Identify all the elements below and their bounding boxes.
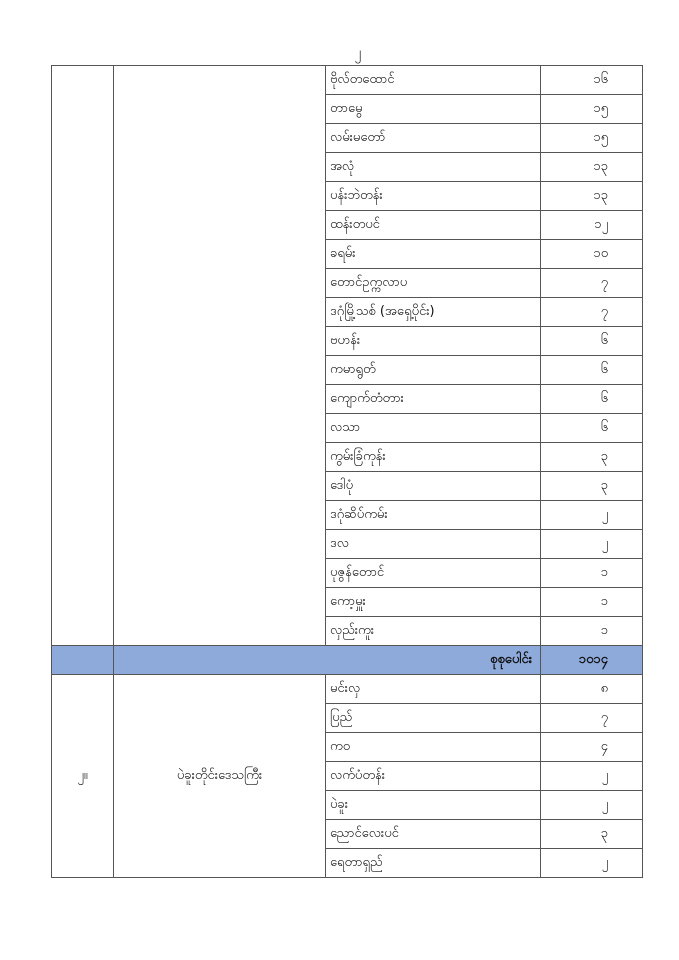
- table-row: ဒလ၂: [52, 529, 643, 559]
- township-name: ထန်းတပင်: [325, 210, 541, 240]
- township-name: ကျောက်တံတား: [325, 384, 541, 414]
- region-cell: [113, 65, 326, 646]
- township-name: လက်ပံတန်း: [325, 761, 541, 791]
- township-count: ၄: [540, 732, 643, 762]
- township-name: ညောင်လေးပင်: [325, 819, 541, 849]
- township-name: လမ်းမတော်: [325, 123, 541, 153]
- township-count: ၁၃: [540, 152, 643, 182]
- table-row: ထန်းတပင် ၁၂: [52, 210, 643, 240]
- township-name: ဒလ: [325, 529, 541, 559]
- total-blank-cell: [51, 645, 114, 675]
- township-name: ပုဇွန်တောင်: [325, 558, 541, 588]
- township-count: ၆: [540, 326, 643, 356]
- township-count: ၃: [540, 471, 643, 501]
- township-name: ဗဟန်း: [325, 326, 541, 356]
- township-count: ၁: [540, 587, 643, 617]
- township-count: ၂: [540, 790, 643, 820]
- township-name: ကဝ: [325, 732, 541, 762]
- township-name: တာမွေ: [325, 94, 541, 124]
- table-row: ကျောက်တံတား၆: [52, 384, 643, 414]
- township-name: ဗိုလ်တထောင်: [325, 65, 541, 95]
- total-label: စုစုပေါင်း: [113, 645, 541, 675]
- table-row: ရေတာရှည်၂: [52, 848, 643, 878]
- township-name: မင်းလှ: [325, 674, 541, 704]
- township-count: ၇: [540, 297, 643, 327]
- township-name: ဒေါပုံ: [325, 471, 541, 501]
- table-row: ဗိုလ်တထောင် ၁၆: [51, 65, 643, 646]
- total-value: ၁၀၁၄: [540, 645, 643, 675]
- township-count: ၆: [540, 413, 643, 443]
- table-row: လှည်းကူး၁: [52, 616, 643, 646]
- page-number: ၂: [354, 45, 362, 61]
- table-row: ပန်းဘဲတန်း ၁၃: [52, 181, 643, 211]
- township-count: ၁: [540, 616, 643, 646]
- township-count: ၁၆: [540, 65, 643, 95]
- township-name: ကမာရွတ်: [325, 355, 541, 385]
- township-count: ၆: [540, 355, 643, 385]
- table-row: လသာ၆: [52, 413, 643, 443]
- township-count: ၃: [540, 819, 643, 849]
- table-row: အလုံ ၁၃: [52, 152, 643, 182]
- section-number-cell: [51, 65, 114, 646]
- township-name: ပန်းဘဲတန်း: [325, 181, 541, 211]
- total-row: စုစုပေါင်း ၁၀၁၄: [51, 645, 643, 675]
- region-name: ပဲခူးတိုင်းဒေသကြီး: [113, 674, 326, 878]
- township-count: ၁: [540, 558, 643, 588]
- township-name: အလုံ: [325, 152, 541, 182]
- township-count: ၁၃: [540, 181, 643, 211]
- table-row: ဗဟန်း၆: [52, 326, 643, 356]
- table-row: ကမာရွတ်၆: [52, 355, 643, 385]
- township-count: ၂: [540, 761, 643, 791]
- township-count: ၇: [540, 703, 643, 733]
- table-row: ညောင်လေးပင်၃: [52, 819, 643, 849]
- table-row: လက်ပံတန်း၂: [52, 761, 643, 791]
- township-count: ၁၀: [540, 239, 643, 269]
- township-count: ၂: [540, 529, 643, 559]
- table-row: တောင်ဥက္ကလာပ၇: [52, 268, 643, 298]
- township-count: ၁၂: [540, 210, 643, 240]
- table-row: ဒေါပုံ၃: [52, 471, 643, 501]
- township-count: ၁၅: [540, 123, 643, 153]
- table-row: တာမွေ ၁၅: [52, 94, 643, 124]
- township-name: တောင်ဥက္ကလာပ: [325, 268, 541, 298]
- township-name: ပြည်: [325, 703, 541, 733]
- table-row: ၂။ ပဲခူးတိုင်းဒေသကြီး မင်းလှ၈: [51, 674, 643, 878]
- township-name: ရေတာရှည်: [325, 848, 541, 878]
- township-name: ကွမ်းခြံကုန်း: [325, 442, 541, 472]
- township-count: ၇: [540, 268, 643, 298]
- township-count: ၂: [540, 848, 643, 878]
- table-row: ခရမ်း ၁၀: [52, 239, 643, 269]
- section-number: ၂။: [51, 674, 114, 878]
- township-table: ဗိုလ်တထောင် ၁၆ တာမွေ ၁၅ လမ်းမတော် ၁၅ အလုံ ၁၃ ပန်…: [51, 65, 643, 878]
- township-name: ဒဂုံဆိပ်ကမ်း: [325, 500, 541, 530]
- township-count: ၂: [540, 500, 643, 530]
- township-count: ၈: [540, 674, 643, 704]
- table-row: ပြည်၇: [52, 703, 643, 733]
- township-name: ဒဂုံမြို့သစ် (အရှေ့ပိုင်း): [325, 297, 541, 327]
- township-name: လှည်းကူး: [325, 616, 541, 646]
- township-name: လသာ: [325, 413, 541, 443]
- township-count: ၁၅: [540, 94, 643, 124]
- table-row: ပဲခူး၂: [52, 790, 643, 820]
- township-count: ၆: [540, 384, 643, 414]
- table-row: ကွမ်းခြံကုန်း၃: [52, 442, 643, 472]
- township-name: ကော့မှူး: [325, 587, 541, 617]
- township-name: ပဲခူး: [325, 790, 541, 820]
- township-name: ခရမ်း: [325, 239, 541, 269]
- township-count: ၃: [540, 442, 643, 472]
